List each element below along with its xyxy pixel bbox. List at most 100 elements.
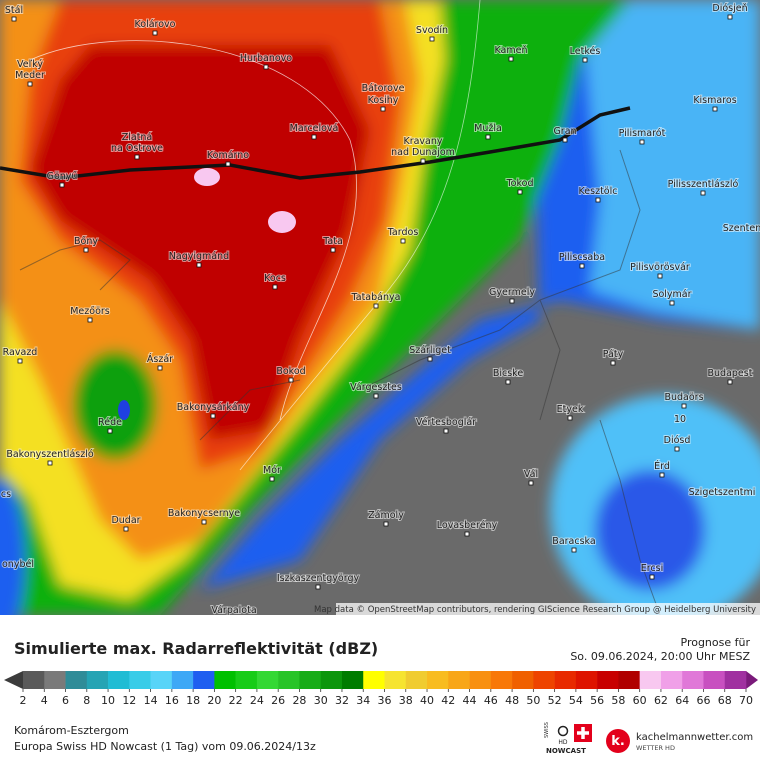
color-bin xyxy=(618,671,640,689)
place-marker xyxy=(669,300,675,306)
place-label: Nagyigmánd xyxy=(169,251,229,262)
place-marker xyxy=(674,446,680,452)
place-marker xyxy=(330,247,336,253)
place-label: Szenten xyxy=(723,223,760,234)
place-marker xyxy=(420,158,426,164)
tick-label: 62 xyxy=(654,694,668,707)
place-marker xyxy=(83,247,89,253)
place-label: Komárno xyxy=(207,150,249,161)
place-label: Bakonyszentlászló xyxy=(6,449,94,460)
place-marker xyxy=(383,521,389,527)
place-label: Budaörs xyxy=(664,392,703,403)
tick-label: 46 xyxy=(484,694,498,707)
place-marker xyxy=(610,360,616,366)
color-bin xyxy=(384,671,407,689)
color-bin xyxy=(533,671,555,689)
place-label: Gyermely xyxy=(489,287,535,298)
logo-hd: HD xyxy=(558,739,568,746)
tick-label: 54 xyxy=(569,694,583,707)
place-marker xyxy=(27,81,33,87)
place-label: Budapest xyxy=(708,368,753,379)
place-label: Svodín xyxy=(416,25,448,36)
swiss-hd-logo: SWISS HD NOWCAST xyxy=(544,722,592,755)
place-label: Etyek xyxy=(557,404,584,415)
tick-label: 2 xyxy=(20,694,27,707)
place-label: Kesztölc xyxy=(579,186,618,197)
place-marker xyxy=(712,106,718,112)
model-info: Europa Swiss HD Nowcast (1 Tag) vom 09.0… xyxy=(14,740,316,753)
place-marker xyxy=(528,480,534,486)
tick-label: 50 xyxy=(526,694,540,707)
place-marker xyxy=(373,393,379,399)
color-bin xyxy=(682,671,704,689)
place-marker xyxy=(443,428,449,434)
tick-label: 60 xyxy=(633,694,647,707)
tick-label: 42 xyxy=(441,694,455,707)
tick-label: 10 xyxy=(101,694,115,707)
tick-label: 24 xyxy=(250,694,264,707)
tick-label: 66 xyxy=(696,694,710,707)
place-marker xyxy=(123,526,129,532)
place-marker xyxy=(571,547,577,553)
svg-text:k.: k. xyxy=(611,734,625,749)
place-marker xyxy=(59,182,65,188)
place-marker xyxy=(579,263,585,269)
place-label: Mužla xyxy=(474,123,502,134)
color-bin xyxy=(490,671,513,689)
place-label: Pilisszentlászló xyxy=(668,179,739,190)
tick-label: 8 xyxy=(83,694,90,707)
tick-label: 48 xyxy=(505,694,519,707)
place-marker xyxy=(288,377,294,383)
color-bin xyxy=(554,671,577,689)
color-bin xyxy=(469,671,492,689)
place-label: Várgesztes xyxy=(350,382,402,393)
place-label: Mór xyxy=(263,465,281,476)
tick-label: 40 xyxy=(420,694,434,707)
place-label: Zlatná xyxy=(122,132,153,143)
tick-label: 28 xyxy=(292,694,306,707)
place-label: Marcelová xyxy=(290,123,339,134)
place-label: Várpalota xyxy=(211,605,256,616)
place-marker xyxy=(485,134,491,140)
place-marker xyxy=(196,262,202,268)
tick-label: 30 xyxy=(314,694,328,707)
color-bin xyxy=(235,671,258,689)
brand-sub: WETTER HD xyxy=(636,744,675,752)
brand-logo: k. kachelmannwetter.com WETTER HD xyxy=(606,729,753,753)
place-marker xyxy=(47,460,53,466)
place-label: Kocs xyxy=(264,273,286,284)
place-label: Gran xyxy=(553,126,576,137)
place-label: Pilisvörösvár xyxy=(630,262,690,273)
place-label: Lovasberény xyxy=(437,520,498,531)
place-label: Ercsi xyxy=(641,563,664,574)
color-bin xyxy=(575,671,598,689)
tick-label: 58 xyxy=(611,694,625,707)
place-label: Zámoly xyxy=(368,510,404,521)
color-bin xyxy=(86,671,109,689)
place-label: Mezőörs xyxy=(70,306,110,317)
color-bin xyxy=(214,671,236,689)
radar-map: Stál Kolárovo Svodín Diósjeň Kameň Letkés Veľk… xyxy=(0,0,760,616)
place-label: Stál xyxy=(5,5,23,16)
tick-label: 52 xyxy=(548,694,562,707)
place-label: Szárliget xyxy=(409,345,451,356)
place-marker xyxy=(17,358,23,364)
color-bin xyxy=(108,671,130,689)
place-marker xyxy=(681,403,687,409)
forecast-label: Prognose für xyxy=(681,636,751,649)
place-label: Bakonysárkány xyxy=(177,402,250,413)
place-marker xyxy=(509,298,515,304)
tick-label: 32 xyxy=(335,694,349,707)
place-label: Tokod xyxy=(505,178,533,189)
place-label: onybél xyxy=(2,559,34,570)
logo-swiss: SWISS xyxy=(544,722,550,738)
color-bin xyxy=(703,671,726,689)
place-marker xyxy=(567,415,573,421)
place-label: Baracska xyxy=(552,536,595,547)
place-marker xyxy=(263,64,269,70)
place-label: Diósd xyxy=(664,435,691,446)
place-label: cs xyxy=(1,489,11,500)
logo-nowcast: NOWCAST xyxy=(546,747,586,755)
place-marker xyxy=(269,476,275,482)
place-label: Diósjeň xyxy=(712,3,747,14)
